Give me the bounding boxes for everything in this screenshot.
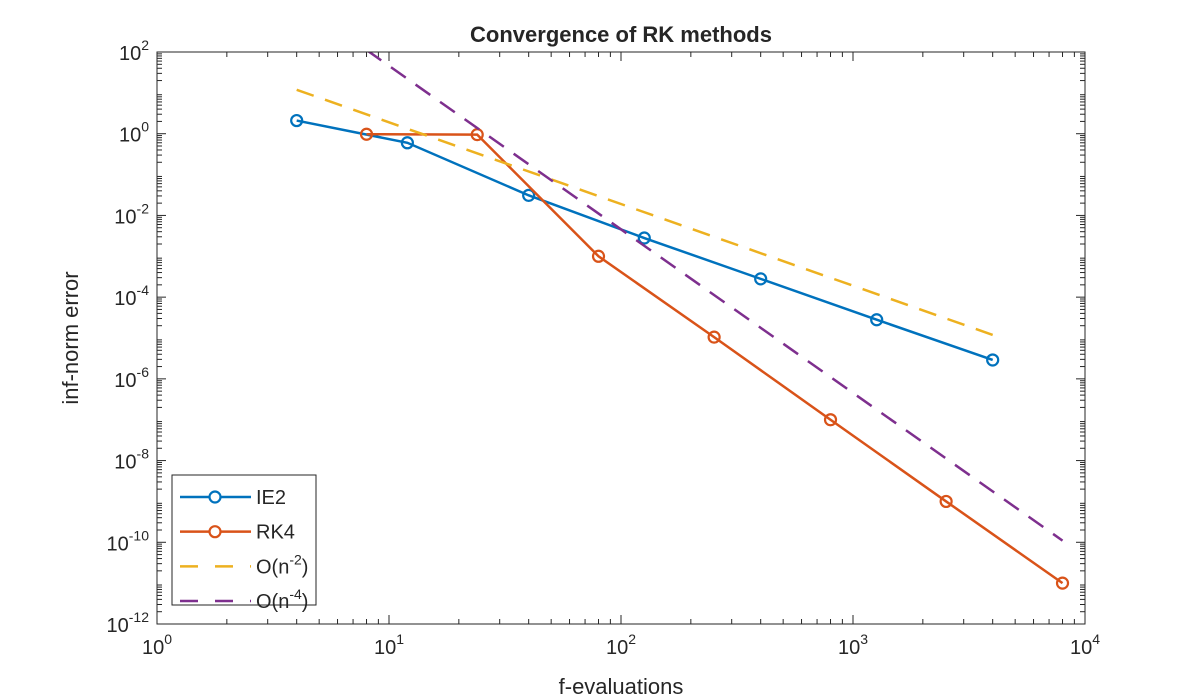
y-tick-label: 100: [119, 119, 149, 147]
x-tick-label: 101: [374, 631, 404, 659]
data-point: [290, 113, 304, 128]
legend-label: O(n-2): [256, 551, 308, 578]
data-point: [754, 272, 768, 286]
legend-label: RK4: [256, 522, 295, 544]
y-tick-label: 10-4: [114, 282, 149, 310]
x-tick-label: 103: [838, 631, 868, 659]
y-tick-label: 10-6: [114, 364, 149, 392]
data-point: [939, 494, 953, 509]
data-point: [823, 413, 838, 427]
data-point: [637, 231, 651, 245]
series-group: [290, 52, 1070, 590]
y-axis-label: inf-norm error: [58, 271, 83, 404]
legend-label: IE2: [256, 487, 286, 509]
data-point: [1055, 576, 1070, 590]
series-line-ie2: [296, 119, 994, 362]
y-tick-label: 10-12: [107, 609, 150, 637]
y-tick-label: 102: [119, 37, 149, 65]
data-point: [707, 330, 721, 344]
axes-box: [156, 51, 1086, 625]
data-point: [400, 136, 414, 150]
y-tick-label: 10-10: [107, 527, 150, 555]
legend-label: O(n-4): [256, 586, 308, 613]
x-axis-label: f-evaluations: [559, 674, 684, 699]
series-line-o-n-4-: [367, 52, 1064, 542]
y-tick-label: 10-8: [114, 446, 149, 474]
data-point: [522, 188, 536, 202]
series-line-rk4: [366, 133, 1064, 585]
legend-marker: [208, 525, 222, 539]
data-point: [359, 127, 374, 141]
data-point: [870, 313, 884, 327]
chart-title: Convergence of RK methods: [470, 22, 772, 47]
series-line-o-n-2-: [296, 88, 994, 337]
y-tick-label: 10-2: [114, 200, 149, 228]
x-tick-label: 100: [142, 631, 172, 659]
x-tick-label: 104: [1070, 631, 1100, 659]
data-point: [591, 249, 606, 263]
data-point: [986, 353, 1000, 367]
x-tick-label: 102: [606, 631, 636, 659]
legend: IE2 RK4 O(n-2) O(n-4): [171, 474, 317, 613]
legend-marker: [208, 490, 222, 504]
